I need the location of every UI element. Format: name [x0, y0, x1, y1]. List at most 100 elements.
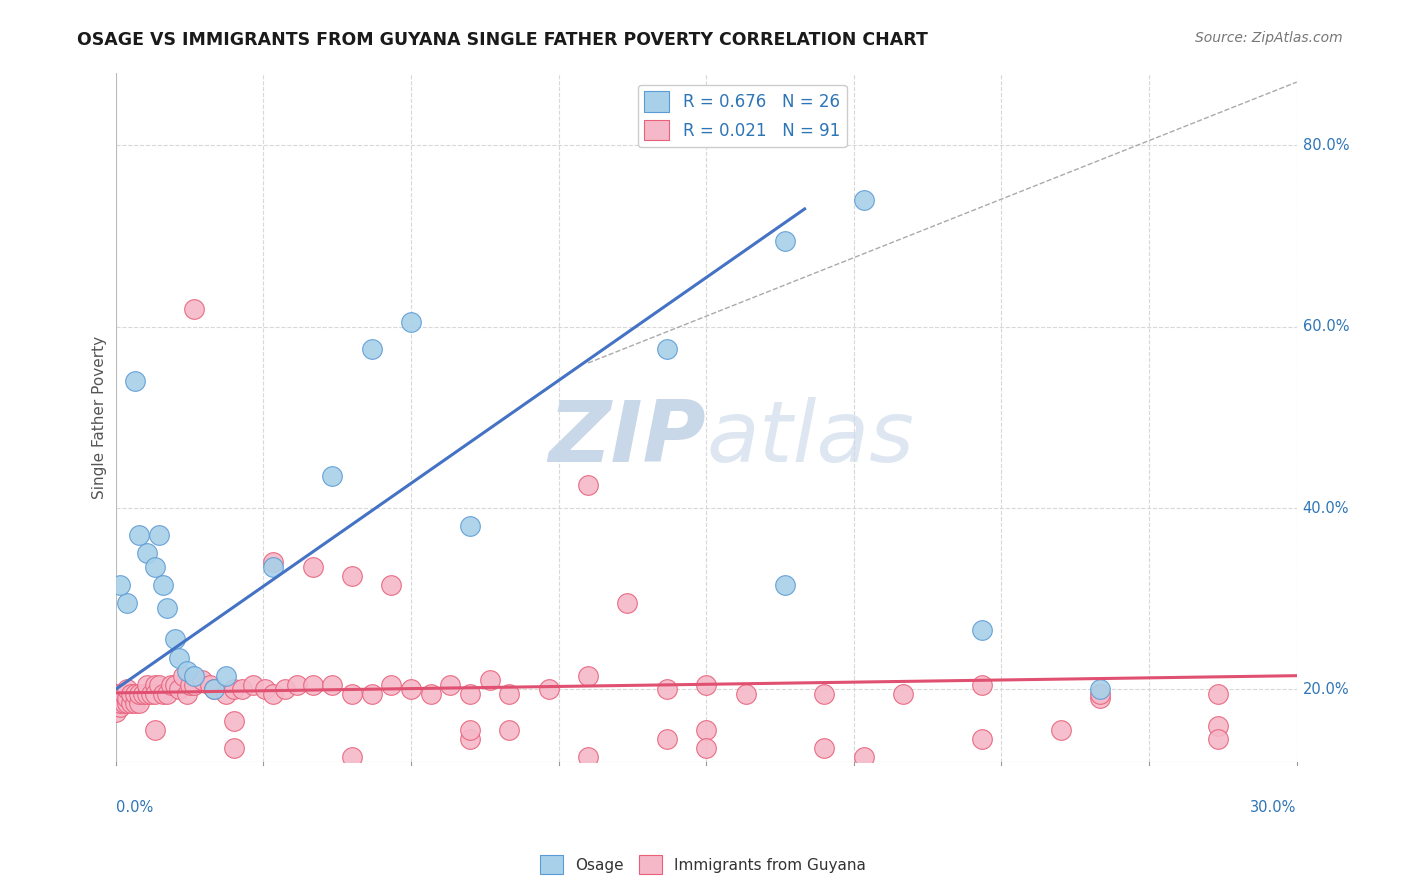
Point — [399, 682, 422, 697]
Text: OSAGE VS IMMIGRANTS FROM GUYANA SINGLE FATHER POVERTY CORRELATION CHART: OSAGE VS IMMIGRANTS FROM GUYANA SINGLE F… — [77, 31, 928, 49]
Point — [108, 687, 131, 701]
Point — [655, 343, 678, 357]
Legend: R = 0.676   N = 26, R = 0.021   N = 91: R = 0.676 N = 26, R = 0.021 N = 91 — [638, 85, 846, 147]
Point — [112, 696, 135, 710]
Point — [274, 682, 297, 697]
Point — [172, 668, 194, 682]
Point — [576, 478, 599, 492]
Point — [285, 678, 308, 692]
Point — [1206, 718, 1229, 732]
Point — [262, 560, 284, 574]
Point — [576, 750, 599, 764]
Point — [136, 687, 159, 701]
Point — [262, 687, 284, 701]
Point — [167, 650, 190, 665]
Point — [136, 546, 159, 560]
Text: Source: ZipAtlas.com: Source: ZipAtlas.com — [1195, 31, 1343, 45]
Point — [163, 632, 186, 647]
Point — [198, 678, 221, 692]
Point — [202, 682, 225, 697]
Point — [112, 687, 135, 701]
Point — [655, 732, 678, 747]
Point — [773, 578, 796, 592]
Point — [179, 678, 201, 692]
Point — [852, 193, 875, 207]
Point — [498, 723, 520, 737]
Point — [136, 678, 159, 692]
Point — [458, 687, 481, 701]
Point — [120, 687, 142, 701]
Point — [124, 374, 146, 388]
Point — [458, 732, 481, 747]
Point — [380, 578, 402, 592]
Point — [340, 569, 363, 583]
Point — [970, 678, 993, 692]
Text: ZIP: ZIP — [548, 397, 706, 480]
Point — [104, 687, 127, 701]
Point — [254, 682, 277, 697]
Point — [773, 234, 796, 248]
Text: 80.0%: 80.0% — [1302, 138, 1350, 153]
Y-axis label: Single Father Poverty: Single Father Poverty — [93, 335, 107, 499]
Point — [360, 687, 382, 701]
Point — [183, 301, 205, 316]
Point — [183, 678, 205, 692]
Point — [655, 682, 678, 697]
Point — [695, 741, 717, 756]
Point — [321, 469, 343, 483]
Point — [148, 678, 170, 692]
Point — [152, 578, 174, 592]
Point — [117, 696, 139, 710]
Point — [301, 678, 323, 692]
Point — [143, 723, 166, 737]
Point — [132, 687, 155, 701]
Point — [159, 678, 181, 692]
Point — [478, 673, 501, 688]
Point — [156, 687, 179, 701]
Point — [183, 668, 205, 682]
Point — [439, 678, 461, 692]
Point — [191, 673, 214, 688]
Text: 30.0%: 30.0% — [1250, 799, 1296, 814]
Point — [139, 687, 162, 701]
Point — [301, 560, 323, 574]
Point — [695, 678, 717, 692]
Point — [202, 682, 225, 697]
Point — [695, 723, 717, 737]
Point — [120, 696, 142, 710]
Point — [242, 678, 264, 692]
Point — [215, 668, 238, 682]
Point — [616, 596, 638, 610]
Point — [215, 687, 238, 701]
Point — [108, 578, 131, 592]
Point — [128, 528, 150, 542]
Point — [813, 741, 835, 756]
Point — [498, 687, 520, 701]
Point — [143, 678, 166, 692]
Point — [734, 687, 756, 701]
Point — [128, 687, 150, 701]
Point — [176, 687, 198, 701]
Point — [167, 682, 190, 697]
Point — [340, 687, 363, 701]
Point — [399, 315, 422, 329]
Point — [231, 682, 253, 697]
Point — [1088, 687, 1111, 701]
Point — [148, 528, 170, 542]
Text: 20.0%: 20.0% — [1302, 681, 1350, 697]
Point — [1088, 682, 1111, 697]
Point — [163, 678, 186, 692]
Text: 0.0%: 0.0% — [115, 799, 153, 814]
Point — [104, 691, 127, 706]
Point — [176, 664, 198, 678]
Point — [340, 750, 363, 764]
Point — [108, 696, 131, 710]
Point — [124, 696, 146, 710]
Point — [891, 687, 914, 701]
Text: 40.0%: 40.0% — [1302, 500, 1350, 516]
Point — [128, 696, 150, 710]
Point — [222, 682, 245, 697]
Point — [380, 678, 402, 692]
Point — [419, 687, 441, 701]
Point — [321, 678, 343, 692]
